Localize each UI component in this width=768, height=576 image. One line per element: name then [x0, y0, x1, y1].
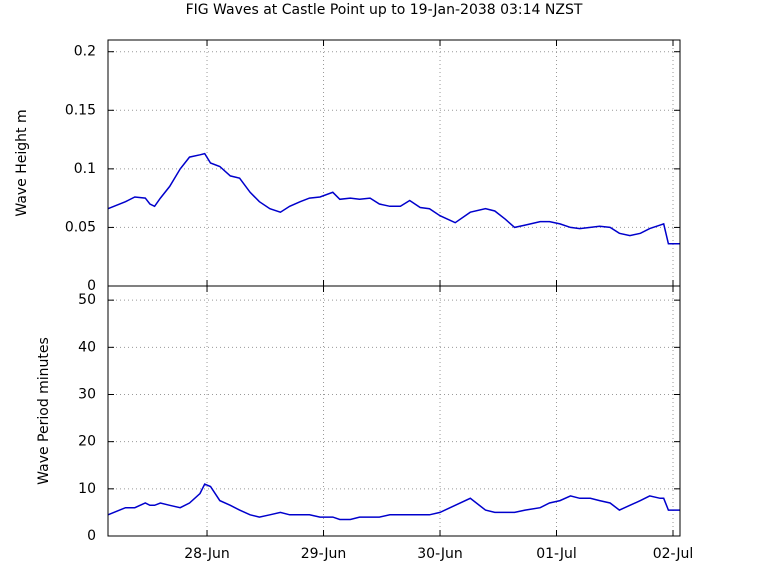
x-tick-label: 30-Jun	[417, 546, 463, 562]
y-tick-label: 20	[78, 434, 96, 450]
x-tick-label: 28-Jun	[184, 546, 230, 562]
y-tick-label: 0.15	[65, 102, 96, 118]
chart-title: FIG Waves at Castle Point up to 19-Jan-2…	[186, 2, 583, 18]
x-tick-label: 02-Jul	[653, 546, 694, 562]
y-tick-label: 10	[78, 481, 96, 497]
y-tick-label: 50	[78, 292, 96, 308]
y-tick-label: 0.1	[74, 161, 96, 177]
y-tick-label: 30	[78, 386, 96, 402]
x-tick-label: 01-Jul	[536, 546, 577, 562]
y-axis-label: Wave Period minutes	[36, 337, 52, 485]
plot-frame	[107, 285, 681, 537]
y-tick-label: 0	[87, 528, 96, 544]
x-tick-label: 29-Jun	[301, 546, 347, 562]
y-tick-label: 0.2	[74, 44, 96, 60]
y-tick-label: 0.05	[65, 219, 96, 235]
y-tick-label: 0	[87, 278, 96, 294]
data-line	[107, 483, 680, 521]
y-axis-label: Wave Height m	[14, 109, 30, 216]
data-line	[107, 152, 680, 245]
y-tick-label: 40	[78, 339, 96, 355]
